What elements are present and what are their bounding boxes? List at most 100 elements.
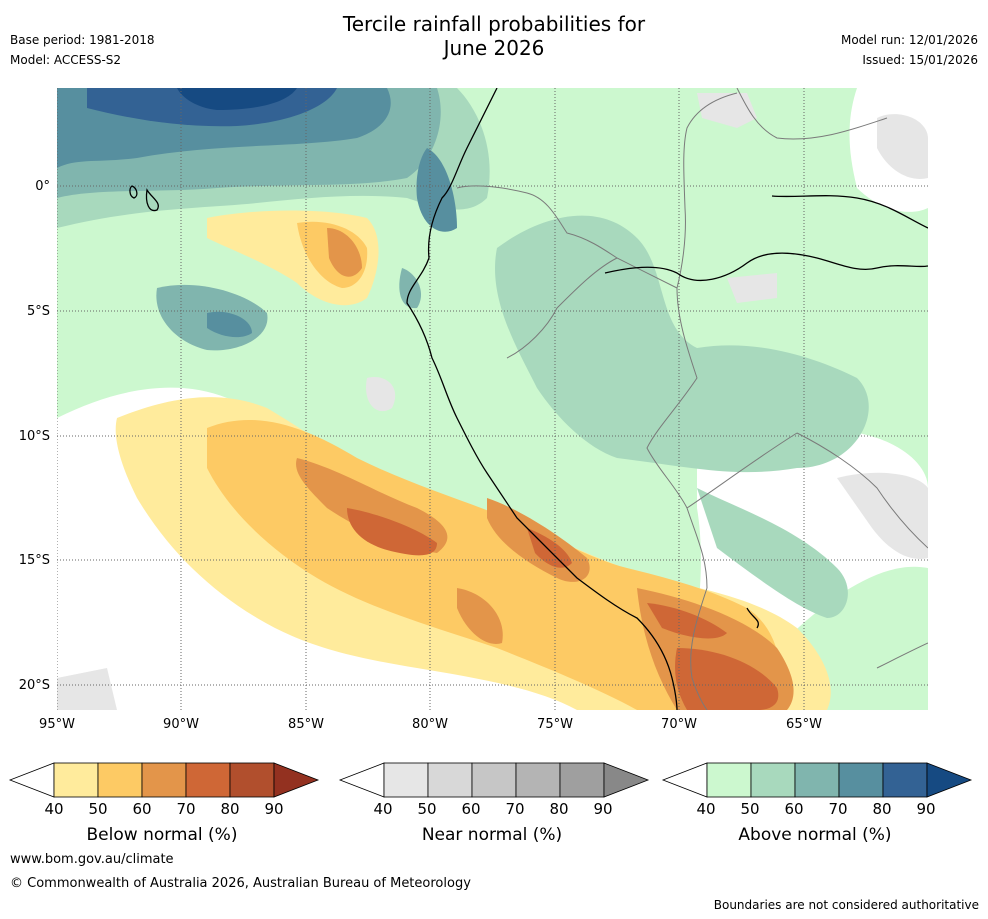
near-normal-patch xyxy=(697,93,757,128)
legend-tick: 40 xyxy=(696,800,716,818)
boundary-disclaimer: Boundaries are not considered authoritat… xyxy=(713,898,979,912)
above-normal-80-region xyxy=(416,148,457,232)
legend-above-normal xyxy=(661,762,973,798)
country-borders xyxy=(456,88,928,710)
above-normal-60-region xyxy=(697,488,848,618)
legend-tick: 90 xyxy=(264,800,284,818)
legend-tick: 40 xyxy=(373,800,393,818)
legend-swatch xyxy=(229,762,275,798)
lon-label: 75°W xyxy=(537,717,573,732)
lon-label: 95°W xyxy=(39,717,75,732)
legend-tick: 90 xyxy=(916,800,936,818)
below-normal-80-region xyxy=(675,648,779,710)
legend-swatch xyxy=(559,762,605,798)
legend-swatch xyxy=(750,762,796,798)
near-normal-patch xyxy=(837,472,928,559)
legend-tick: 40 xyxy=(44,800,64,818)
legend-tick: 50 xyxy=(417,800,437,818)
lake-titicaca xyxy=(746,607,759,629)
near-normal-patch xyxy=(727,273,777,303)
below-normal-80-region xyxy=(527,528,572,568)
lat-label: 15°S xyxy=(18,553,50,568)
lat-label: 10°S xyxy=(18,429,50,444)
legend-swatch xyxy=(838,762,884,798)
lon-label: 70°W xyxy=(661,717,697,732)
lon-label: 90°W xyxy=(163,717,199,732)
border-peru-brazil-bolivia xyxy=(646,287,708,589)
meta-right: Model run: 12/01/2026 Issued: 15/01/2026 xyxy=(841,30,978,70)
legend-tick: 80 xyxy=(872,800,892,818)
legend-swatch xyxy=(141,762,187,798)
map-title: Tercile rainfall probabilities for June … xyxy=(0,12,988,60)
border-colombia-brazil xyxy=(676,92,738,289)
legend-swatch xyxy=(383,762,429,798)
lat-label: 20°S xyxy=(18,678,50,693)
pacific-coastline xyxy=(406,88,678,710)
model-name: Model: ACCESS-S2 xyxy=(10,53,122,67)
below-normal-80-region xyxy=(347,508,437,556)
legend-swatch xyxy=(338,762,385,798)
legend-tick: 70 xyxy=(828,800,848,818)
lat-label: 0° xyxy=(35,179,50,194)
amazon-river-north xyxy=(771,195,928,229)
model-run: Model run: 12/01/2026 xyxy=(840,33,978,47)
amazon-river xyxy=(604,252,928,281)
galapagos-island xyxy=(129,185,138,199)
graticule xyxy=(57,88,928,710)
legend-below-normal xyxy=(8,762,320,798)
footer-url: www.bom.gov.au/climate xyxy=(10,852,174,867)
issued-date: Issued: 15/01/2026 xyxy=(862,53,978,67)
border-peru-ecuador xyxy=(506,257,618,359)
legend-label-above: Above normal (%) xyxy=(738,825,892,845)
legend-label-near: Near normal (%) xyxy=(421,825,563,845)
legend-swatch xyxy=(882,762,928,798)
title-line-2: June 2026 xyxy=(443,36,545,60)
legend-swatch xyxy=(515,762,561,798)
legend-swatch xyxy=(706,762,752,798)
base-period: Base period: 1981-2018 xyxy=(10,33,155,47)
galapagos-island xyxy=(145,188,159,212)
below-normal-70-region xyxy=(457,588,503,644)
above-normal-80-region xyxy=(207,311,252,338)
lon-label: 65°W xyxy=(786,717,822,732)
legend-swatch xyxy=(794,762,840,798)
legend-swatch xyxy=(273,762,320,798)
legend-tick: 80 xyxy=(220,800,240,818)
legend-tick: 70 xyxy=(505,800,525,818)
rainfall-map xyxy=(57,88,928,710)
lon-label: 80°W xyxy=(412,717,448,732)
meta-left: Base period: 1981-2018 Model: ACCESS-S2 xyxy=(10,30,155,70)
above-normal-60-region xyxy=(495,215,869,473)
near-normal-patch xyxy=(877,114,928,179)
legend-swatch xyxy=(53,762,99,798)
legend-tick: 80 xyxy=(549,800,569,818)
below-normal-70-region xyxy=(327,228,362,277)
legend-tick: 50 xyxy=(740,800,760,818)
legend-tick: 70 xyxy=(176,800,196,818)
title-line-1: Tercile rainfall probabilities for xyxy=(342,12,646,36)
legend-near-normal xyxy=(338,762,650,798)
map-canvas xyxy=(57,88,928,710)
legend-swatch xyxy=(603,762,650,798)
legend-tick: 60 xyxy=(461,800,481,818)
border-venezuela xyxy=(736,88,888,140)
legend-tick: 90 xyxy=(593,800,613,818)
border-paraguay xyxy=(876,642,928,669)
coastlines xyxy=(129,88,928,710)
legend-swatch xyxy=(8,762,55,798)
below-normal-80-region xyxy=(647,603,727,639)
border-bolivia-brazil-east xyxy=(796,432,928,549)
legend-tick: 60 xyxy=(132,800,152,818)
legend-label-below: Below normal (%) xyxy=(86,825,238,845)
footer-copyright: © Commonwealth of Australia 2026, Austra… xyxy=(10,876,471,891)
legend-swatch xyxy=(427,762,473,798)
lat-label: 5°S xyxy=(26,304,50,319)
legend-swatch xyxy=(97,762,143,798)
legend-tick: 60 xyxy=(784,800,804,818)
legend-swatch xyxy=(471,762,517,798)
legend-tick: 50 xyxy=(88,800,108,818)
near-normal-patch xyxy=(57,668,117,710)
border-bolivia-chile xyxy=(690,587,708,710)
legend-colorbars xyxy=(8,762,973,798)
legend-swatch xyxy=(926,762,973,798)
